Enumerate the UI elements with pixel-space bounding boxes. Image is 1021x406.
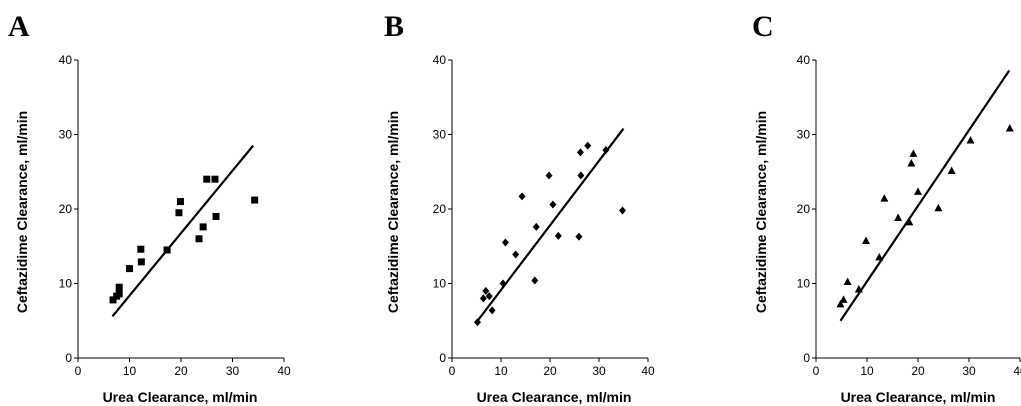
data-point	[518, 192, 526, 201]
data-point	[485, 292, 493, 301]
data-point	[488, 306, 496, 315]
x-axis-label: Urea Clearance, ml/min	[477, 389, 632, 405]
y-tick-label: 40	[59, 53, 73, 67]
y-tick-label: 0	[439, 351, 446, 365]
data-point	[163, 246, 171, 254]
x-tick-label: 40	[641, 364, 655, 378]
data-point	[115, 283, 123, 291]
y-tick-label: 0	[65, 351, 72, 365]
data-point	[482, 286, 490, 295]
data-point	[934, 203, 943, 212]
data-point	[199, 223, 207, 231]
data-point	[251, 196, 259, 204]
data-point	[907, 159, 916, 167]
data-point	[115, 290, 123, 298]
x-tick-label: 10	[494, 364, 508, 378]
y-axis-label: Ceftazidime Clearance, ml/min	[753, 111, 769, 313]
data-point	[501, 238, 509, 247]
panel-letter: B	[384, 10, 404, 43]
data-point	[211, 175, 219, 183]
data-point	[203, 175, 211, 183]
panel-letter: A	[8, 10, 30, 43]
data-point	[914, 187, 922, 195]
data-point	[854, 284, 863, 293]
data-point	[576, 148, 584, 157]
regression-line	[839, 69, 1011, 322]
x-tick-label: 0	[75, 364, 82, 378]
data-point	[861, 236, 870, 245]
y-tick-label: 40	[797, 53, 811, 67]
y-tick-label: 0	[803, 351, 810, 365]
data-point	[531, 276, 539, 285]
panel-b: B Ceftazidime Clearance, ml/min Urea Cle…	[384, 10, 655, 405]
x-tick-label: 20	[911, 364, 925, 378]
data-point	[549, 200, 557, 209]
x-tick-label: 10	[860, 364, 874, 378]
data-point	[839, 295, 848, 303]
y-tick-label: 30	[59, 128, 73, 142]
x-tick-label: 30	[226, 364, 240, 378]
panel-letter: C	[752, 10, 774, 43]
x-tick-label: 30	[592, 364, 606, 378]
data-point	[545, 171, 553, 180]
x-tick-label: 40	[1013, 364, 1021, 378]
data-point	[176, 198, 184, 206]
data-point	[909, 149, 918, 157]
data-point	[473, 318, 481, 327]
y-tick-label: 30	[797, 128, 811, 142]
data-point	[512, 250, 520, 259]
data-point	[126, 265, 133, 273]
y-tick-label: 10	[797, 277, 811, 291]
data-point	[894, 213, 903, 221]
data-point	[875, 252, 884, 261]
y-tick-label: 10	[59, 277, 73, 291]
data-point	[212, 212, 220, 220]
data-point	[905, 217, 914, 226]
data-point	[843, 277, 852, 286]
x-tick-label: 20	[174, 364, 188, 378]
data-point	[137, 245, 145, 253]
data-point	[499, 279, 507, 288]
data-point	[577, 171, 585, 180]
data-point	[195, 235, 203, 243]
data-point	[1005, 124, 1014, 132]
x-tick-label: 30	[962, 364, 976, 378]
x-tick-label: 10	[123, 364, 137, 378]
data-point	[109, 296, 117, 304]
y-axis-label: Ceftazidime Clearance, ml/min	[385, 111, 401, 313]
panel-c: C Ceftazidime Clearance, ml/min Urea Cle…	[752, 10, 1021, 405]
data-point	[619, 206, 627, 215]
data-point	[836, 299, 845, 308]
y-tick-label: 40	[433, 53, 447, 67]
data-point	[532, 222, 540, 231]
data-point	[602, 146, 610, 155]
data-point	[880, 194, 889, 202]
y-tick-label: 10	[433, 277, 447, 291]
data-point	[947, 166, 956, 175]
x-tick-label: 0	[813, 364, 820, 378]
panel-a: A Ceftazidime Clearance, ml/min Urea Cle…	[8, 10, 291, 405]
y-tick-label: 20	[797, 202, 811, 216]
data-point	[137, 258, 145, 266]
data-point	[554, 231, 562, 240]
regression-line	[111, 144, 254, 317]
data-point	[575, 232, 583, 241]
x-axis-label: Urea Clearance, ml/min	[841, 389, 996, 405]
y-tick-label: 20	[59, 202, 73, 216]
x-tick-label: 0	[449, 364, 456, 378]
data-point	[966, 135, 975, 144]
x-axis-label: Urea Clearance, ml/min	[103, 389, 258, 405]
regression-line	[475, 127, 625, 323]
y-tick-label: 30	[433, 128, 447, 142]
x-tick-label: 20	[543, 364, 557, 378]
data-point	[584, 141, 592, 150]
x-tick-label: 40	[277, 364, 291, 378]
data-point	[479, 294, 487, 303]
y-tick-label: 20	[433, 202, 447, 216]
data-point	[175, 209, 183, 217]
y-axis-label: Ceftazidime Clearance, ml/min	[14, 111, 30, 313]
